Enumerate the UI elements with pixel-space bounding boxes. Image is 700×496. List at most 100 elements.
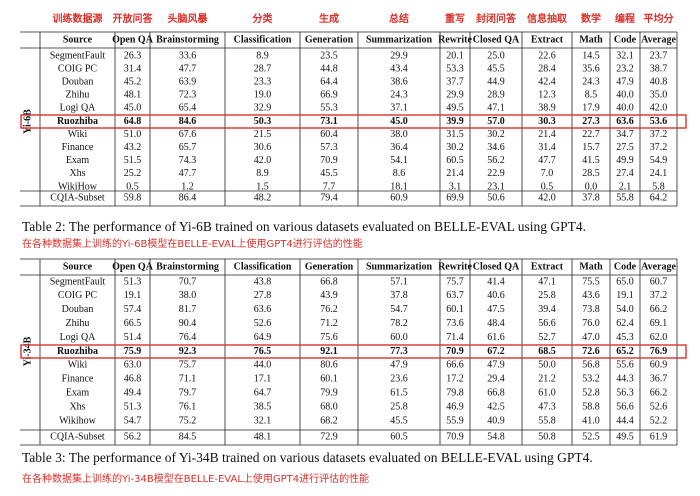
cell: 7.7	[323, 181, 336, 192]
cell: 31.4	[124, 63, 142, 74]
cell: 21.4	[538, 129, 556, 140]
cell: 19.1	[124, 290, 142, 301]
cell: 36.4	[390, 142, 408, 153]
cell: 23.3	[254, 76, 272, 87]
column-header: Source	[63, 34, 93, 45]
cell: 68.5	[538, 346, 556, 357]
cell: 44.4	[616, 415, 634, 426]
cell: 47.7	[538, 155, 556, 166]
cell: 75.5	[582, 276, 600, 287]
cell: Logi QA	[60, 103, 97, 114]
cell: 46.8	[124, 374, 142, 385]
cell: 92.3	[179, 346, 197, 357]
cell: SegmentFault	[50, 276, 106, 287]
cell: 0.5	[126, 181, 139, 192]
zh-header: 平均分	[644, 12, 674, 25]
cell: 20.1	[446, 50, 464, 61]
cell: 72.3	[179, 90, 197, 101]
cell: 50.8	[538, 431, 556, 442]
cell: 27.3	[582, 116, 600, 127]
cell: 66.2	[650, 387, 668, 398]
zh-header: 开放问答	[113, 12, 154, 25]
cell: 39.4	[538, 304, 556, 315]
cell: Exam	[66, 387, 90, 398]
cell: 54.0	[616, 304, 634, 315]
column-header: Extract	[531, 34, 564, 45]
cell: 66.5	[124, 318, 142, 329]
cell: 57.4	[124, 304, 142, 315]
cell: 36.7	[650, 374, 668, 385]
cell: 90.4	[179, 318, 197, 329]
cell: 25.8	[538, 290, 556, 301]
cell: 48.4	[487, 318, 505, 329]
cell: 38.0	[179, 290, 197, 301]
cell: 80.6	[320, 360, 338, 371]
column-header: Open QA	[112, 34, 154, 45]
cell: 44.3	[616, 374, 634, 385]
cell: 77.3	[390, 346, 408, 357]
cell: 0.5	[541, 181, 554, 192]
cell: 25.0	[487, 50, 505, 61]
cell: 54.7	[390, 304, 408, 315]
cell: WikiHow	[58, 181, 98, 192]
cell: 69.9	[446, 192, 464, 203]
cell: 70.7	[179, 276, 197, 287]
cell: 45.0	[390, 116, 408, 127]
column-header: Average	[641, 34, 676, 45]
cell: 12.3	[538, 90, 556, 101]
cell: 28.4	[538, 63, 556, 74]
cell: 60.1	[320, 374, 338, 385]
cell: 34.6	[487, 142, 505, 153]
cell: 18.1	[390, 181, 408, 192]
cell: 66.6	[446, 360, 464, 371]
cell: 27.4	[616, 168, 634, 179]
cell: 40.0	[616, 90, 634, 101]
cell: 44.9	[487, 76, 505, 87]
cell: 37.1	[390, 103, 408, 114]
cell: 45.2	[124, 76, 142, 87]
cell: 40.8	[650, 76, 668, 87]
cell: 37.2	[650, 129, 668, 140]
cell: 25.2	[124, 168, 142, 179]
cell: 32.1	[616, 50, 634, 61]
cell: 70.9	[446, 346, 464, 357]
cell: 48.1	[124, 90, 142, 101]
cell: 32.9	[254, 103, 272, 114]
cell: 60.5	[446, 155, 464, 166]
cell: 50.0	[538, 360, 556, 371]
cell: Zhihu	[66, 90, 90, 101]
cell: 51.3	[124, 276, 142, 287]
cell: 76.9	[650, 346, 668, 357]
cell: 43.2	[124, 142, 142, 153]
cell: 24.3	[582, 76, 600, 87]
cell: 28.9	[487, 90, 505, 101]
caption-zh: 在各种数据集上训练的Yi-6B模型在BELLE-EVAL上使用GPT4进行评估的…	[22, 237, 363, 250]
cell: 47.1	[538, 276, 556, 287]
cell: 62.0	[650, 332, 668, 343]
cell: 31.4	[538, 142, 556, 153]
cell: 40.0	[616, 103, 634, 114]
cell: 22.9	[487, 168, 505, 179]
cell: 37.8	[390, 290, 408, 301]
cell: Finance	[62, 374, 94, 385]
cell: 24.3	[390, 90, 408, 101]
cell: 47.3	[538, 401, 556, 412]
cell: 44.0	[254, 360, 272, 371]
cell: 23.2	[616, 63, 634, 74]
cell: 47.7	[179, 63, 197, 74]
cell: Xhs	[69, 401, 85, 412]
cell: 47.5	[487, 304, 505, 315]
cell: 57.1	[390, 276, 408, 287]
cell: 52.6	[650, 401, 668, 412]
zh-header: 重写	[445, 12, 465, 25]
cell: 23.5	[320, 50, 338, 61]
cell: 7.0	[541, 168, 554, 179]
cell: 27.8	[254, 290, 272, 301]
highlight-box	[20, 114, 687, 129]
cell: 31.5	[446, 129, 464, 140]
cell: 60.9	[650, 360, 668, 371]
cell: Ruozhiba	[57, 346, 98, 357]
cell: 45.0	[124, 103, 142, 114]
zh-header: 头脑风暴	[168, 12, 209, 25]
cell: 48.2	[254, 192, 272, 203]
